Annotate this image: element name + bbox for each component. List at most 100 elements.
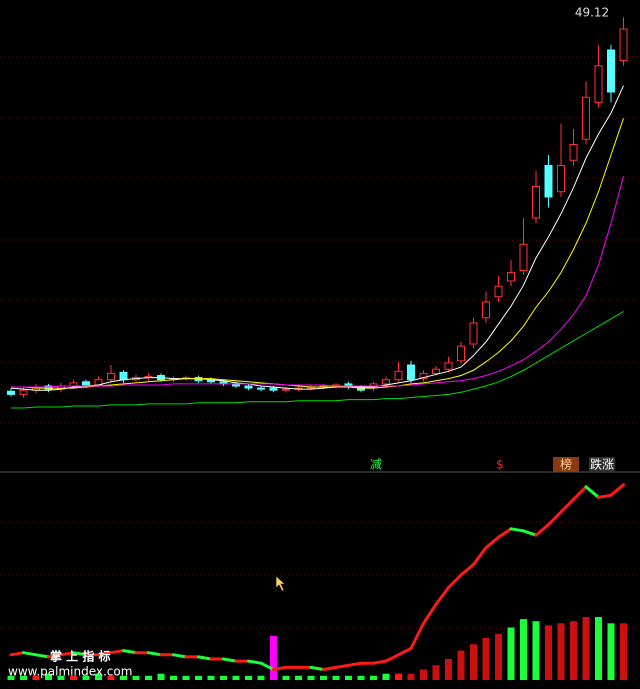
candle-body: [557, 165, 565, 193]
indicator-bar: [432, 665, 440, 680]
candle-body: [7, 390, 15, 395]
indicator-bar: [132, 675, 140, 680]
indicator-line: [609, 483, 625, 497]
indicator-line: [322, 665, 338, 671]
candle-body: [607, 49, 615, 93]
cursor-icon: [275, 575, 286, 592]
candle-body: [482, 301, 490, 319]
indicator-line: [97, 651, 113, 657]
indicator-bar: [57, 675, 65, 680]
candle-body: [269, 387, 278, 391]
indicator-line: [459, 563, 475, 577]
indicator-bar: [245, 675, 252, 680]
indicator-bar: [157, 673, 165, 680]
grid: [0, 56, 640, 629]
moving-average: [10, 85, 624, 391]
indicator-bar: [20, 675, 27, 680]
indicator-line: [597, 493, 613, 499]
moving-average: [11, 175, 624, 388]
indicator-line: [22, 651, 38, 657]
indicator-bar: [257, 675, 265, 680]
indicator-line: [122, 649, 138, 655]
indicator-line: [172, 653, 188, 659]
indicator-line: [534, 523, 550, 537]
indicator-bar: [532, 621, 540, 680]
indicator-line: [347, 661, 363, 667]
candle-body: [619, 28, 628, 61]
indicator-line: [309, 665, 325, 671]
indicator-bar: [195, 675, 202, 680]
indicator-bar: [570, 621, 577, 680]
indicator-bar: [382, 673, 390, 680]
indicator-line: [147, 651, 163, 657]
watermark-site: www.palmindex.com: [8, 665, 132, 679]
indicator-line: [409, 621, 425, 650]
indicator-bar: [582, 617, 590, 680]
indicator-line: [584, 485, 600, 499]
candle-body: [257, 387, 265, 390]
candle-body: [19, 389, 28, 395]
indicator-line: [384, 653, 400, 663]
signal-label: 榜: [560, 457, 572, 472]
indicator-line: [222, 657, 238, 663]
candle-body: [407, 364, 415, 381]
candle-body: [382, 379, 390, 385]
indicator-line: [434, 586, 450, 606]
candle-body: [419, 372, 428, 380]
candle-body: [457, 345, 465, 362]
moving-average: [11, 311, 624, 409]
candle-body: [532, 186, 540, 219]
indicator-bar: [170, 675, 177, 680]
candle-body: [569, 144, 578, 161]
indicator-bar: [145, 675, 152, 680]
indicator-line: [559, 497, 575, 514]
indicator-line: [447, 573, 463, 590]
indicator-bar: [445, 659, 452, 680]
indicator-bar: [232, 675, 240, 680]
indicator-line: [109, 649, 125, 655]
indicator-bar: [370, 675, 377, 680]
candle-body: [107, 372, 115, 381]
indicator-bar: [295, 675, 302, 680]
indicator-bar: [345, 675, 352, 680]
indicator-line: [59, 651, 75, 657]
indicator-bar: [457, 650, 465, 680]
indicator-bar: [207, 675, 215, 680]
indicator-bar: [82, 675, 90, 680]
indicator-bar: [420, 669, 427, 680]
signal-label: 跌涨: [590, 457, 614, 472]
candle-body: [82, 381, 90, 386]
indicator-bar: [395, 673, 402, 680]
indicator-bar: [595, 617, 602, 680]
indicator-bar: [270, 635, 277, 680]
indicator-bar: [220, 675, 227, 680]
indicator-line: [572, 485, 588, 501]
indicator-line: [472, 546, 488, 566]
candle-body: [44, 385, 53, 390]
signal-bg: [553, 457, 579, 472]
indicator-line: [197, 655, 213, 661]
indicator-bar: [557, 623, 565, 680]
watermark-brand: 掌 上 指 标: [50, 649, 111, 664]
candle-body: [494, 285, 503, 298]
indicator-line: [259, 661, 275, 671]
indicator-bar: [507, 627, 515, 680]
candle-body: [444, 362, 453, 370]
indicator-bar: [307, 675, 315, 680]
indicator-bar: [620, 623, 627, 680]
indicator-bar: [45, 673, 52, 680]
indicator-bar: [7, 675, 15, 680]
candle-body: [594, 65, 603, 103]
candle-body: [582, 96, 590, 140]
indicator-bar: [120, 675, 127, 680]
signal-bg: [589, 457, 615, 472]
candle-body: [394, 370, 403, 381]
indicator-bar: [407, 673, 415, 680]
indicator-bar: [95, 673, 102, 680]
indicator-bar: [32, 675, 40, 680]
indicator-line: [522, 529, 538, 537]
indicator-bar: [70, 675, 77, 680]
indicator-line: [47, 653, 63, 659]
